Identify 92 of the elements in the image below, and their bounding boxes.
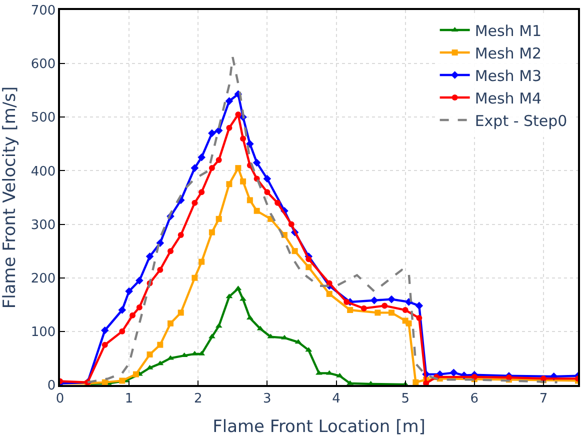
point	[471, 374, 478, 380]
point	[216, 157, 222, 163]
point	[306, 264, 312, 270]
y-tick-label: 300	[30, 218, 56, 233]
point	[208, 229, 215, 236]
point	[240, 136, 246, 142]
point	[102, 379, 108, 385]
point	[178, 310, 184, 316]
x-tick-label: 7	[539, 391, 548, 406]
x-tick-label: 2	[194, 391, 202, 406]
point	[168, 320, 174, 326]
point	[167, 355, 174, 360]
point	[246, 197, 253, 204]
point	[226, 181, 232, 188]
point	[198, 189, 205, 196]
point	[416, 315, 422, 322]
point	[326, 290, 332, 297]
point	[388, 295, 396, 304]
point	[306, 256, 312, 262]
point	[246, 140, 254, 148]
point	[192, 274, 198, 281]
point	[119, 328, 126, 334]
point	[125, 287, 133, 296]
point	[146, 351, 153, 358]
legend-label: Mesh M2	[474, 44, 542, 62]
point	[388, 310, 395, 316]
point	[288, 221, 294, 228]
point	[344, 298, 350, 305]
point	[136, 276, 144, 284]
point	[506, 374, 512, 380]
x-tick-label: 3	[263, 391, 272, 406]
point	[402, 307, 408, 313]
y-tick-label: 200	[30, 271, 56, 286]
point	[208, 165, 215, 172]
point	[226, 124, 232, 131]
point	[118, 306, 126, 314]
point	[423, 380, 430, 385]
point	[274, 200, 281, 206]
point	[382, 302, 388, 309]
point	[136, 304, 142, 310]
legend-label: Mesh M3	[474, 66, 542, 85]
y-tick-label: 700	[30, 4, 56, 19]
legend-label: Mesh M4	[474, 89, 542, 108]
point	[415, 302, 424, 310]
point	[157, 342, 164, 348]
point	[235, 111, 242, 118]
point	[157, 266, 164, 273]
point	[370, 296, 378, 304]
point	[450, 368, 458, 377]
point	[316, 370, 322, 375]
y-tick-label: 0	[47, 378, 56, 394]
y-tick-label: 100	[30, 324, 56, 340]
point	[412, 379, 419, 385]
point	[208, 129, 216, 138]
point	[178, 232, 184, 238]
legend-label: Mesh M1	[474, 22, 542, 40]
point	[146, 252, 154, 260]
x-tick-label: 5	[401, 391, 410, 406]
y-tick-label: 600	[30, 57, 56, 72]
point	[119, 378, 126, 384]
x-axis-title: Flame Front Location [m]	[212, 417, 426, 437]
point	[168, 248, 174, 254]
x-tick-label: 1	[124, 391, 134, 406]
point	[100, 326, 109, 334]
point	[406, 320, 412, 326]
point	[216, 216, 222, 222]
point	[190, 164, 199, 172]
y-axis-title: Flame Front Velocity [m/s]	[0, 86, 20, 309]
point	[263, 174, 272, 183]
legend-label: Expt - Step0	[474, 112, 568, 130]
point	[264, 189, 270, 196]
point	[198, 153, 206, 162]
point	[326, 280, 332, 286]
point	[254, 208, 260, 214]
point	[240, 178, 246, 184]
point	[192, 200, 198, 206]
point	[198, 258, 205, 265]
point	[240, 296, 246, 301]
point	[374, 310, 381, 316]
y-tick-label: 400	[30, 164, 56, 180]
point	[225, 97, 234, 105]
point	[235, 165, 242, 172]
point	[130, 312, 136, 318]
x-tick-label: 6	[470, 391, 479, 406]
point	[102, 342, 108, 348]
point	[292, 248, 298, 254]
y-tick-label: 500	[30, 110, 56, 126]
point	[252, 158, 261, 167]
point	[347, 307, 354, 313]
x-tick-label: 4	[332, 391, 340, 406]
point	[360, 305, 367, 312]
point	[132, 371, 139, 378]
